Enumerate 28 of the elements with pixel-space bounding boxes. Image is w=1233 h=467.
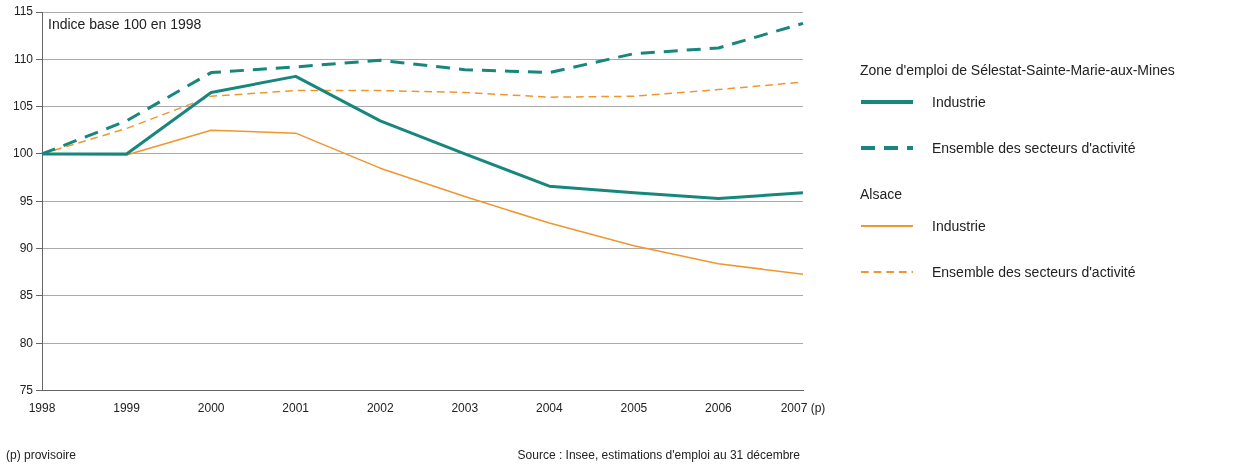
y-tick-label: 110 — [13, 51, 34, 66]
x-tick-label: 2005 — [620, 401, 648, 416]
x-tick-label: 2001 — [282, 401, 310, 416]
x-tick-label: 1998 — [28, 401, 56, 416]
y-tick-label: 85 — [19, 288, 34, 303]
y-tick-label: 115 — [13, 4, 34, 19]
text: (p) provisoire — [6, 448, 77, 462]
y-tick-label: 90 — [19, 240, 34, 255]
x-tick-label: 1999 — [113, 401, 141, 416]
legend-label: Industrie — [932, 218, 986, 234]
source-note: Source : Insee, estimations d'emploi au 31 décembre — [517, 448, 800, 462]
text: Zone d'emploi de Sélestat-Sainte-Marie-aux-Mines — [860, 62, 1175, 78]
legend-label: Industrie — [932, 94, 986, 110]
y-tick-label: 100 — [12, 146, 34, 161]
x-tick-label: 2007 (p) — [780, 401, 826, 416]
x-tick-label: 2002 — [366, 401, 394, 416]
y-tick-label: 105 — [12, 98, 34, 113]
y-axis-title: Indice base 100 en 1998 — [48, 15, 202, 32]
text: Alsace — [860, 186, 903, 202]
y-tick-label: 95 — [19, 193, 34, 208]
x-tick-label: 2000 — [197, 401, 225, 416]
x-tick-label: 2004 — [535, 401, 564, 416]
x-tick-label: 2006 — [705, 401, 733, 416]
legend-label: Ensemble des secteurs d'activité — [932, 140, 1136, 156]
y-tick-label: 80 — [19, 335, 34, 350]
y-tick-label: 75 — [19, 382, 34, 397]
legend-label: Ensemble des secteurs d'activité — [932, 264, 1136, 280]
x-tick-label: 2003 — [451, 401, 479, 416]
